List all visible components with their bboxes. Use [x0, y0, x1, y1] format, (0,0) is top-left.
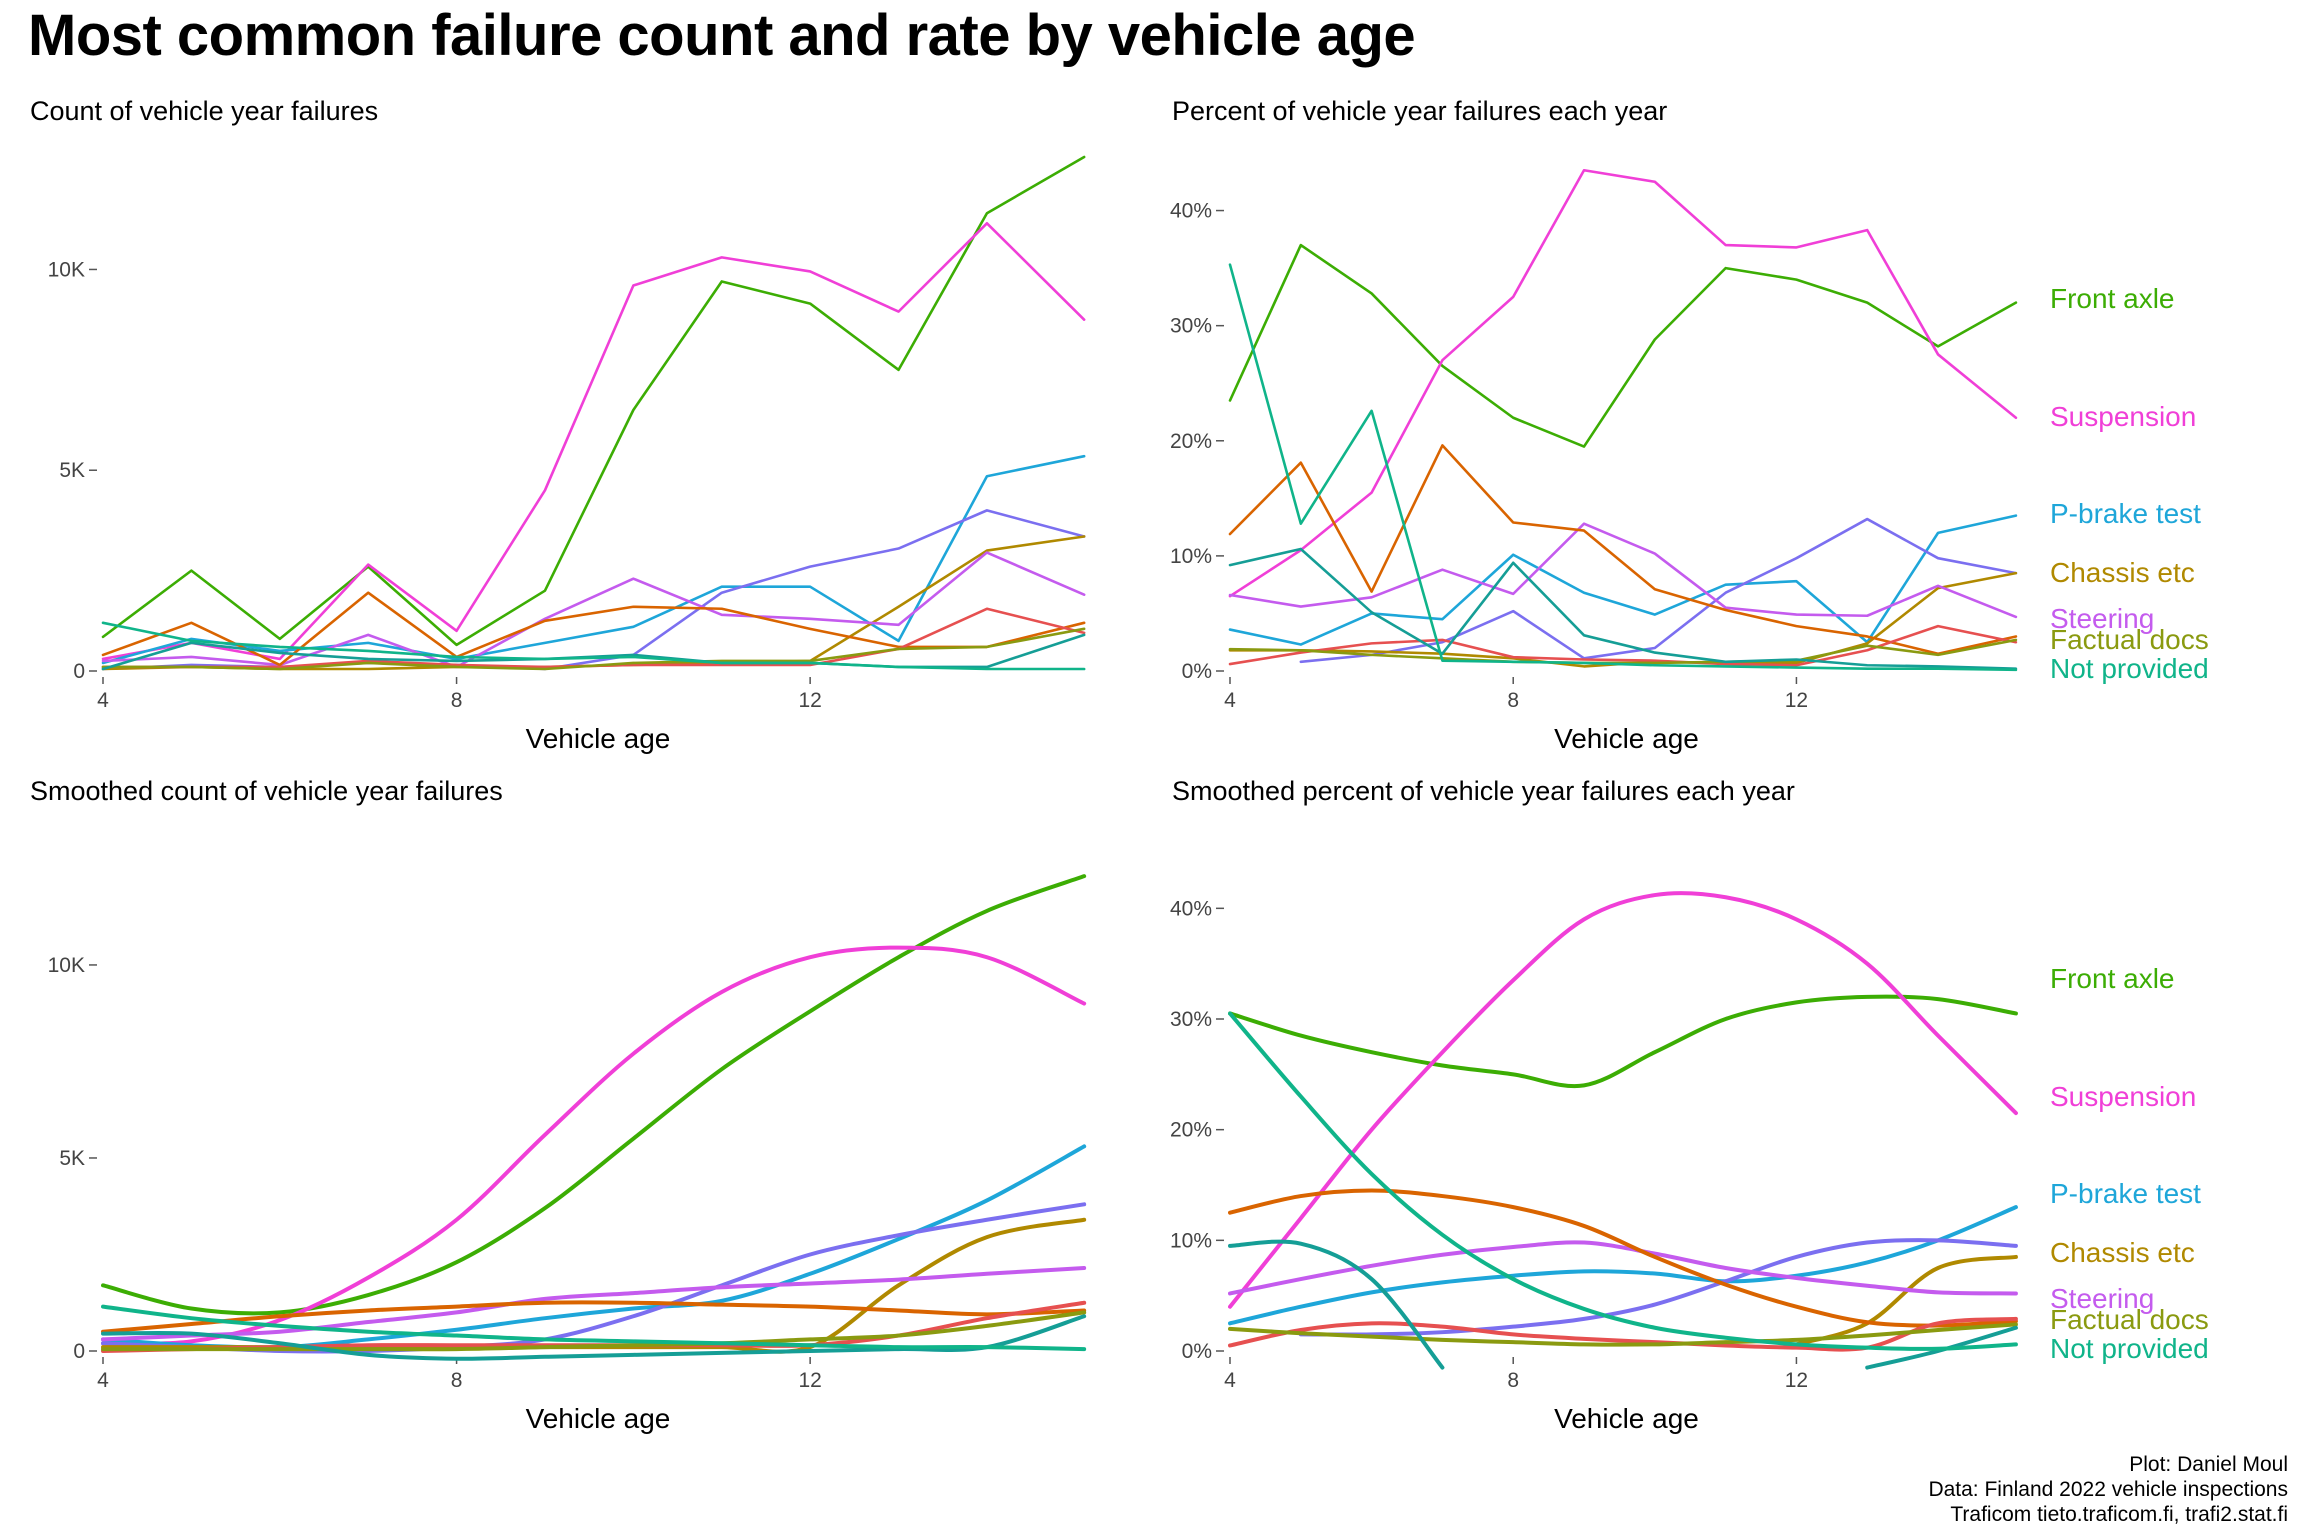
series-label-front-axle: Front axle [2050, 963, 2175, 994]
y-tick-label: 10% [1170, 545, 1212, 568]
x-tick-label: 4 [1224, 689, 1236, 712]
y-tick-label: 40% [1170, 200, 1212, 223]
y-tick-label: 5K [59, 1147, 85, 1170]
panel-subtitle: Count of vehicle year failures [30, 96, 378, 126]
y-tick-label: 20% [1170, 430, 1212, 453]
series-label-not-provided: Not provided [2050, 1333, 2209, 1364]
y-tick-label: 0 [73, 660, 85, 683]
series-line [101, 621, 1086, 671]
y-tick-label: 10K [48, 954, 85, 977]
series-label-p-brake-test: P-brake test [2050, 1178, 2201, 1209]
series-line [101, 1310, 1087, 1352]
series-line [1228, 444, 2018, 656]
x-tick-label: 12 [798, 689, 821, 712]
series-line [101, 945, 1087, 1346]
series-label-chassis-etc: Chassis etc [2050, 1237, 2195, 1268]
x-tick-label: 8 [1507, 1369, 1519, 1392]
series-line [1228, 1239, 1445, 1370]
x-tick-label: 8 [1507, 689, 1519, 712]
series-line [1228, 263, 2018, 672]
series-line [1299, 517, 2018, 664]
series-line [101, 551, 1086, 669]
series-label-factual-docs: Factual docs [2050, 1304, 2209, 1335]
series-line [1228, 547, 2018, 670]
y-tick-label: 10% [1170, 1229, 1212, 1252]
series-line [101, 874, 1087, 1316]
series-line [1228, 243, 2018, 448]
x-axis-label: Vehicle age [1554, 723, 1699, 754]
series-line [1228, 994, 2018, 1089]
x-axis-label: Vehicle age [1554, 1403, 1699, 1434]
x-tick-label: 8 [451, 1369, 463, 1392]
series-line [1228, 1188, 2018, 1328]
series-line [101, 155, 1086, 647]
series-line [1228, 514, 2018, 646]
series-label-not-provided: Not provided [2050, 653, 2209, 684]
series-line [101, 1266, 1087, 1342]
y-tick-label: 20% [1170, 1119, 1212, 1142]
series-line [101, 1300, 1087, 1334]
series-label-steering: Steering [2050, 1283, 2154, 1314]
x-tick-label: 4 [97, 1369, 109, 1392]
series-line [1298, 1238, 2018, 1337]
x-tick-label: 4 [1224, 1369, 1236, 1392]
y-tick-label: 0 [73, 1340, 85, 1363]
x-axis-label: Vehicle age [526, 1403, 671, 1434]
series-line [1228, 1011, 2018, 1351]
panel-subtitle: Smoothed count of vehicle year failures [30, 776, 503, 806]
series-line [1228, 1322, 2018, 1347]
caption-plot-credit: Plot: Daniel Moul [2129, 1453, 2288, 1476]
caption-data-urls: Traficom tieto.traficom.fi, trafi2.stat.… [1950, 1503, 2288, 1526]
series-line [1228, 1240, 2018, 1296]
series-label-steering: Steering [2050, 603, 2154, 634]
x-tick-label: 4 [97, 689, 109, 712]
caption-data-source: Data: Finland 2022 vehicle inspections [1928, 1478, 2288, 1501]
series-line [101, 591, 1086, 667]
series-line [1228, 522, 2018, 619]
series-line [1228, 168, 2018, 598]
series-line [101, 1304, 1087, 1352]
page-title: Most common failure count and rate by ve… [28, 3, 1416, 68]
y-tick-label: 0% [1182, 660, 1212, 683]
y-tick-label: 30% [1170, 1008, 1212, 1031]
series-line [1865, 1325, 2018, 1370]
x-tick-label: 12 [1785, 1369, 1808, 1392]
y-tick-label: 0% [1182, 1340, 1212, 1363]
series-label-chassis-etc: Chassis etc [2050, 557, 2195, 588]
y-tick-label: 5K [59, 459, 85, 482]
panel-subtitle: Smoothed percent of vehicle year failure… [1172, 776, 1795, 806]
series-label-suspension: Suspension [2050, 401, 2196, 432]
x-tick-label: 12 [798, 1369, 821, 1392]
series-label-p-brake-test: P-brake test [2050, 498, 2201, 529]
series-line [101, 627, 1086, 671]
y-tick-label: 10K [48, 258, 85, 281]
x-axis-label: Vehicle age [526, 723, 671, 754]
series-label-front-axle: Front axle [2050, 283, 2175, 314]
x-tick-label: 8 [451, 689, 463, 712]
series-line [1228, 1205, 2018, 1326]
caption: Plot: Daniel Moul Data: Finland 2022 veh… [1928, 1452, 2288, 1527]
y-tick-label: 30% [1170, 315, 1212, 338]
panel-subtitle: Percent of vehicle year failures each ye… [1172, 96, 1667, 126]
series-label-suspension: Suspension [2050, 1081, 2196, 1112]
x-tick-label: 12 [1785, 689, 1808, 712]
series-line [101, 221, 1086, 661]
y-tick-label: 40% [1170, 897, 1212, 920]
series-line [1228, 891, 2018, 1309]
series-label-factual-docs: Factual docs [2050, 624, 2209, 655]
